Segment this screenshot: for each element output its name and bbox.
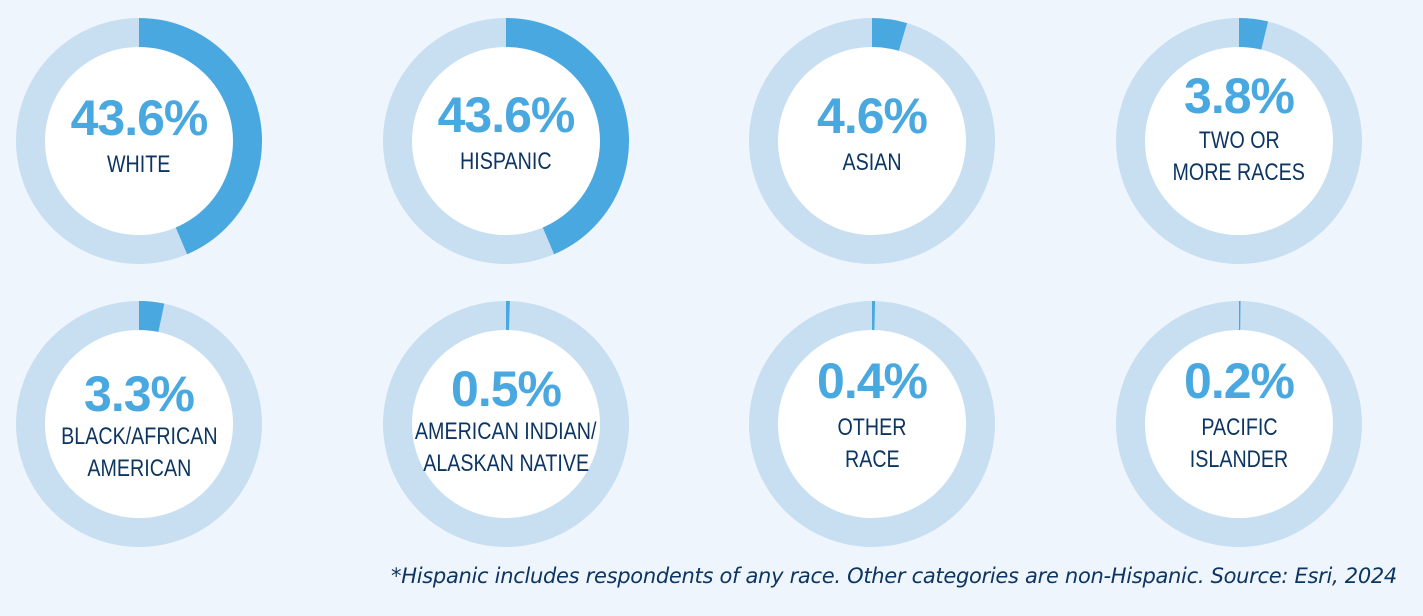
percent-value: 3.8% xyxy=(1184,68,1295,124)
donut-hispanic: 43.6% HISPANIC xyxy=(383,18,629,264)
donut-ring xyxy=(1116,301,1362,547)
donut-two-or-more-races: 3.8% TWO OR MORE RACES xyxy=(1116,18,1362,264)
category-label: ISLANDER xyxy=(1189,446,1289,473)
donut-center: 3.3% BLACK/AFRICAN AMERICAN xyxy=(45,330,233,518)
category-label: ALASKAN NATIVE xyxy=(423,450,589,477)
donut-ring xyxy=(16,18,262,264)
percent-value: 0.2% xyxy=(1184,353,1295,409)
donut-asian: 4.6% ASIAN xyxy=(749,18,995,264)
donut-ring xyxy=(16,301,262,547)
donut-ring xyxy=(383,18,629,264)
footnote-source: *Hispanic includes respondents of any ra… xyxy=(391,564,1397,588)
category-label: HISPANIC xyxy=(460,148,552,175)
category-label: RACE xyxy=(844,446,900,473)
percent-value: 43.6% xyxy=(437,87,576,143)
donut-ring xyxy=(749,18,995,264)
category-label: OTHER xyxy=(837,414,907,441)
donut-ring xyxy=(383,301,629,547)
percent-value: 43.6% xyxy=(70,90,209,146)
donut-center: 43.6% WHITE xyxy=(45,47,233,235)
percent-value: 0.5% xyxy=(451,361,562,417)
percent-value: 0.4% xyxy=(817,353,928,409)
donut-black-african-american: 3.3% BLACK/AFRICAN AMERICAN xyxy=(16,301,262,547)
donut-center: 4.6% ASIAN xyxy=(778,47,966,235)
donut-ring xyxy=(749,301,995,547)
category-label: TWO OR xyxy=(1198,127,1280,154)
donut-american-indian-alaskan-native: 0.5% AMERICAN INDIAN/ ALASKAN NATIVE xyxy=(383,301,629,547)
category-label: BLACK/AFRICAN xyxy=(60,423,218,450)
donut-ring xyxy=(1116,18,1362,264)
percent-value: 3.3% xyxy=(84,366,195,422)
donut-center: 0.5% AMERICAN INDIAN/ ALASKAN NATIVE xyxy=(412,330,600,518)
category-label: AMERICAN xyxy=(87,455,191,482)
donut-white: 43.6% WHITE xyxy=(16,18,262,264)
donut-center: 0.2% PACIFIC ISLANDER xyxy=(1145,330,1333,518)
percent-value: 4.6% xyxy=(817,88,928,144)
category-label: ASIAN xyxy=(842,149,902,176)
donut-pacific-islander: 0.2% PACIFIC ISLANDER xyxy=(1116,301,1362,547)
donut-center: 0.4% OTHER RACE xyxy=(778,330,966,518)
category-label: WHITE xyxy=(107,151,171,178)
category-label: MORE RACES xyxy=(1172,159,1306,186)
category-label: PACIFIC xyxy=(1200,414,1278,441)
donut-other-race: 0.4% OTHER RACE xyxy=(749,301,995,547)
donut-center: 43.6% HISPANIC xyxy=(412,47,600,235)
donut-center: 3.8% TWO OR MORE RACES xyxy=(1145,47,1333,235)
category-label: AMERICAN INDIAN/ xyxy=(415,418,597,445)
